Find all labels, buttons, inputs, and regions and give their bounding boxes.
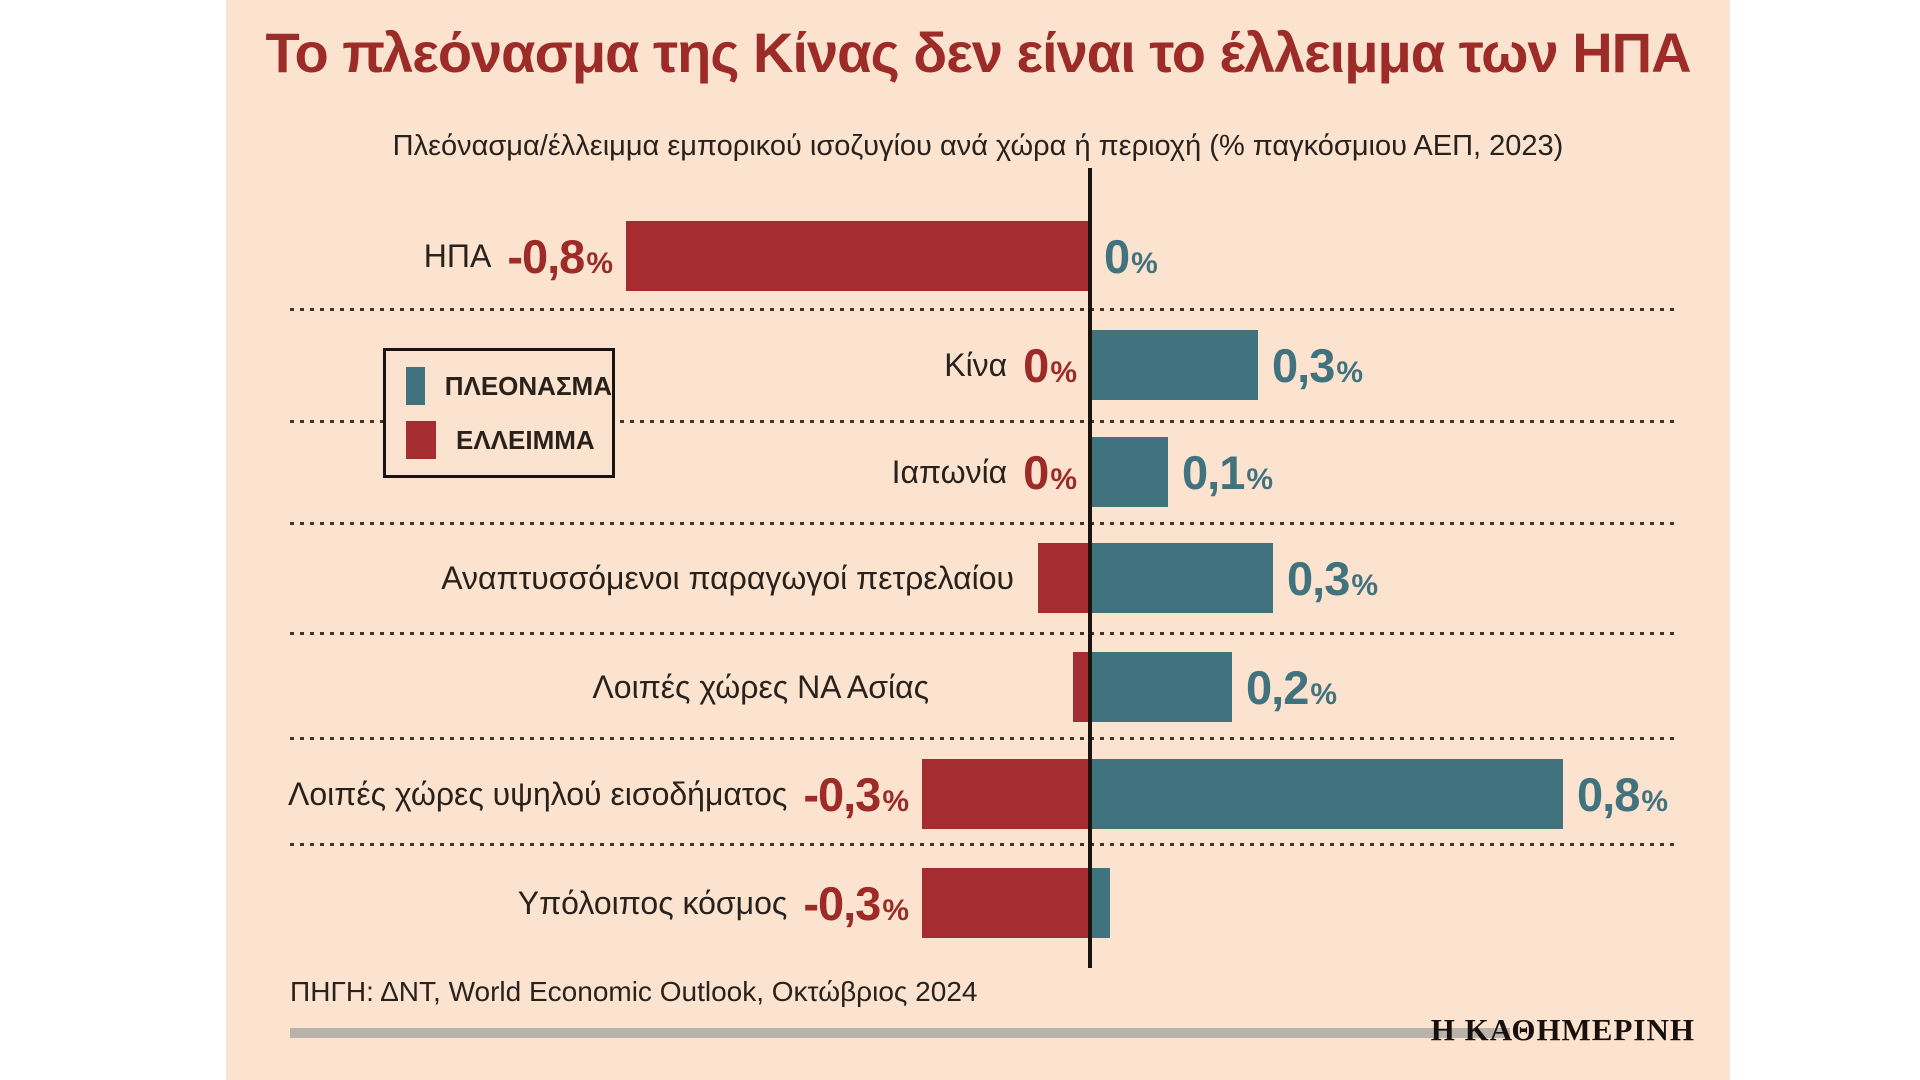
row-left-labels: ΗΠΑ -0,8% — [423, 221, 613, 291]
row-separator-3 — [290, 522, 1678, 525]
deficit-bar — [922, 868, 1090, 938]
category-label: Λοιπές χώρες υψηλού εισοδήματος — [287, 775, 788, 812]
row-right-label: 0% — [1104, 221, 1158, 291]
row-separator-4 — [290, 632, 1678, 635]
percent-sign: % — [1131, 246, 1158, 280]
surplus-bar — [1090, 652, 1232, 722]
surplus-value-label: 0,3% — [1287, 551, 1378, 605]
percent-sign: % — [1351, 568, 1378, 602]
row-left-labels: Λοιπές χώρες υψηλού εισοδήματος -0,3% — [287, 759, 909, 829]
zero-axis-line — [1088, 168, 1092, 968]
row-right-label: 0,2% — [1246, 652, 1337, 722]
surplus-value-label: 0,2% — [1246, 660, 1337, 714]
row-right-label: 0,3% — [1287, 543, 1378, 613]
surplus-value-label: 0,3% — [1272, 338, 1363, 392]
percent-sign: % — [1050, 355, 1077, 389]
category-label: Λοιπές χώρες ΝΑ Ασίας — [592, 668, 929, 705]
category-label: Κίνα — [944, 346, 1008, 383]
row-separator-2 — [290, 420, 1678, 423]
deficit-bar — [1038, 543, 1090, 613]
chart-row-usa: ΗΠΑ -0,8% 0% — [226, 221, 1730, 291]
legend-item-surplus: ΠΛΕΟΝΑΣΜΑ — [406, 367, 612, 405]
deficit-value-label: 0% — [1023, 445, 1077, 499]
percent-sign: % — [1336, 355, 1363, 389]
row-right-label: 0,3% — [1272, 330, 1363, 400]
deficit-value-label: -0,8% — [507, 229, 613, 283]
source-note: ΠΗΓΗ: ΔΝΤ, World Economic Outlook, Οκτώβ… — [290, 976, 978, 1007]
surplus-bar — [1090, 543, 1273, 613]
row-left-labels: Υπόλοιπος κόσμος -0,3% — [517, 868, 909, 938]
chart-title: Το πλεόνασμα της Κίνας δεν είναι το έλλε… — [265, 21, 1691, 84]
row-left-labels: Κίνα 0% — [944, 330, 1077, 400]
percent-sign: % — [1050, 462, 1077, 496]
percent-sign: % — [882, 893, 909, 927]
category-label: Υπόλοιπος κόσμος — [517, 884, 788, 921]
percent-sign: % — [1310, 677, 1337, 711]
chart-row-se-asia: Λοιπές χώρες ΝΑ Ασίας 0,2% — [226, 652, 1730, 722]
deficit-bar — [626, 221, 1090, 291]
chart-row-china: Κίνα 0% 0,3% — [226, 330, 1730, 400]
chart-row-rest-of-world: Υπόλοιπος κόσμος -0,3% — [226, 868, 1730, 938]
publisher-logo: Η ΚΑΘΗΜΕΡΙΝΗ — [1430, 1012, 1695, 1047]
percent-sign: % — [1641, 784, 1668, 818]
percent-sign: % — [1246, 462, 1273, 496]
deficit-bar — [1073, 652, 1090, 722]
diverging-bar-chart: ΠΛΕΟΝΑΣΜΑ ΕΛΛΕΙΜΜΑ ΗΠΑ -0,8% 0% Κίνα 0% 0,3% Ι… — [226, 0, 1730, 1080]
row-separator-1 — [290, 308, 1678, 311]
surplus-bar — [1090, 330, 1258, 400]
chart-subtitle: Πλεόνασμα/έλλειμμα εμπορικού ισοζυγίου α… — [392, 130, 1564, 162]
surplus-value-label: 0% — [1104, 229, 1158, 283]
chart-legend: ΠΛΕΟΝΑΣΜΑ ΕΛΛΕΙΜΜΑ — [383, 348, 615, 478]
chart-row-high-income: Λοιπές χώρες υψηλού εισοδήματος -0,3% 0,8% — [226, 759, 1730, 829]
legend-item-deficit: ΕΛΛΕΙΜΜΑ — [406, 421, 612, 459]
row-left-labels: Λοιπές χώρες ΝΑ Ασίας — [592, 652, 929, 722]
deficit-bar — [922, 759, 1090, 829]
deficit-value-label: -0,3% — [803, 876, 909, 930]
category-label: Ιαπωνία — [891, 453, 1008, 490]
row-right-label: 0,1% — [1182, 437, 1273, 507]
legend-label-deficit: ΕΛΛΕΙΜΜΑ — [456, 424, 595, 455]
chart-panel: Το πλεόνασμα της Κίνας δεν είναι το έλλε… — [226, 0, 1730, 1080]
legend-label-surplus: ΠΛΕΟΝΑΣΜΑ — [444, 370, 612, 401]
row-separator-6 — [290, 843, 1678, 846]
row-right-label: 0,8% — [1577, 759, 1668, 829]
surplus-bar — [1090, 759, 1563, 829]
surplus-bar — [1090, 437, 1168, 507]
percent-sign: % — [586, 246, 613, 280]
row-separator-5 — [290, 737, 1678, 740]
row-left-labels: Αναπτυσσόμενοι παραγωγοί πετρελαίου — [441, 543, 1014, 613]
category-label: ΗΠΑ — [423, 237, 492, 274]
row-left-labels: Ιαπωνία 0% — [891, 437, 1077, 507]
surplus-value-label: 0,1% — [1182, 445, 1273, 499]
surplus-color-swatch — [406, 367, 425, 405]
deficit-value-label: -0,3% — [803, 767, 909, 821]
footer-divider — [290, 1028, 1510, 1038]
category-label: Αναπτυσσόμενοι παραγωγοί πετρελαίου — [441, 559, 1014, 596]
deficit-color-swatch — [406, 421, 436, 459]
chart-row-oil-producers: Αναπτυσσόμενοι παραγωγοί πετρελαίου 0,3% — [226, 543, 1730, 613]
chart-row-japan: Ιαπωνία 0% 0,1% — [226, 437, 1730, 507]
surplus-bar — [1090, 868, 1110, 938]
surplus-value-label: 0,8% — [1577, 767, 1668, 821]
deficit-value-label: 0% — [1023, 338, 1077, 392]
percent-sign: % — [882, 784, 909, 818]
